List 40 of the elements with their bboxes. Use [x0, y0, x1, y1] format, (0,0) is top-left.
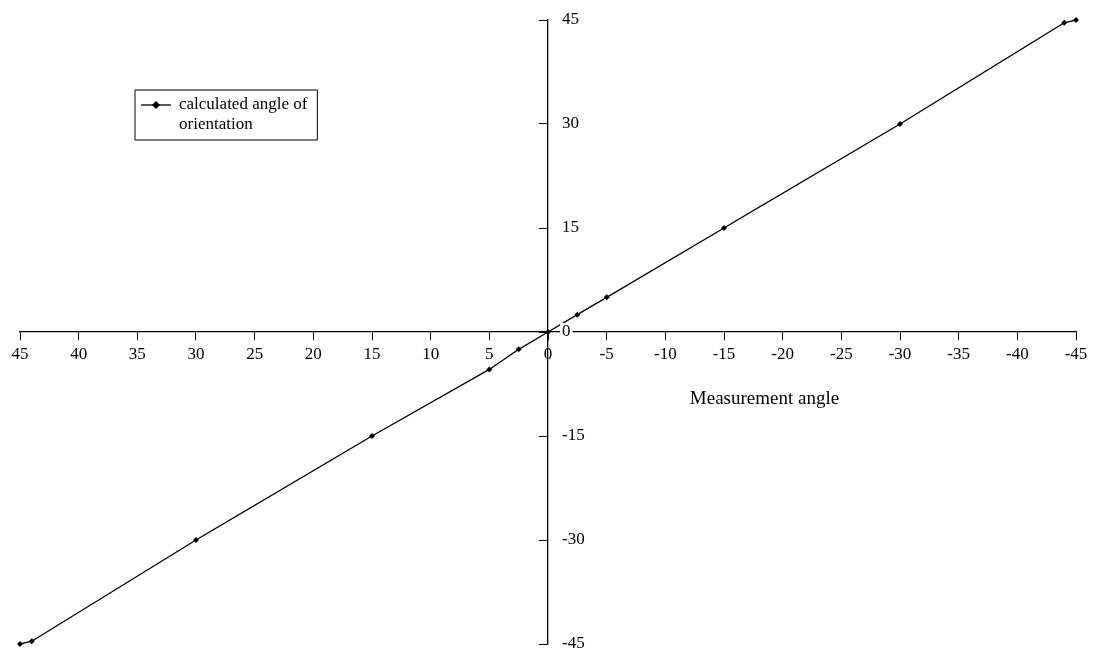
- x-tick-label: 35: [128, 343, 146, 363]
- point: [17, 641, 23, 647]
- x-tick-label: -20: [771, 343, 794, 363]
- point: [897, 121, 903, 127]
- x-tick-label: -35: [947, 343, 970, 363]
- point: [193, 537, 199, 543]
- y-tick-label: -30: [562, 529, 585, 549]
- x-tick-label: -40: [1006, 343, 1029, 363]
- y-tick-label: 15: [562, 217, 579, 237]
- point: [28, 638, 35, 645]
- x-tick-label: -10: [654, 343, 677, 363]
- legend-label: calculated angle of orientation: [179, 94, 308, 134]
- x-tick-label: 20: [304, 343, 322, 363]
- point: [1073, 17, 1079, 23]
- y-tick-label: -45: [562, 633, 585, 652]
- x-tick-label: 40: [70, 343, 88, 363]
- y-tick-label: 0: [562, 321, 571, 341]
- point: [545, 329, 551, 335]
- x-tick-label: -30: [888, 343, 912, 363]
- x-tick-label: -25: [830, 343, 853, 363]
- point: [721, 225, 727, 231]
- x-tick-label: 5: [485, 343, 494, 363]
- point: [515, 346, 522, 353]
- point: [486, 366, 493, 373]
- x-tick-label: -5: [599, 343, 614, 363]
- x-tick-label: -45: [1064, 343, 1088, 363]
- point: [603, 294, 610, 301]
- y-tick-label: 30: [562, 113, 579, 133]
- y-tick-label: 45: [562, 9, 579, 29]
- x-axis-title: Measurement angle: [689, 387, 840, 409]
- y-tick-label: -15: [562, 425, 585, 445]
- x-tick-label: 25: [246, 343, 264, 363]
- point: [1061, 19, 1068, 26]
- point: [574, 311, 581, 318]
- x-tick-label: -15: [712, 343, 736, 363]
- x-tick-label: 10: [422, 343, 440, 363]
- point: [369, 433, 375, 439]
- x-tick-label: 30: [187, 343, 205, 363]
- x-tick-label: 15: [363, 343, 381, 363]
- x-tick-label: 45: [11, 343, 29, 363]
